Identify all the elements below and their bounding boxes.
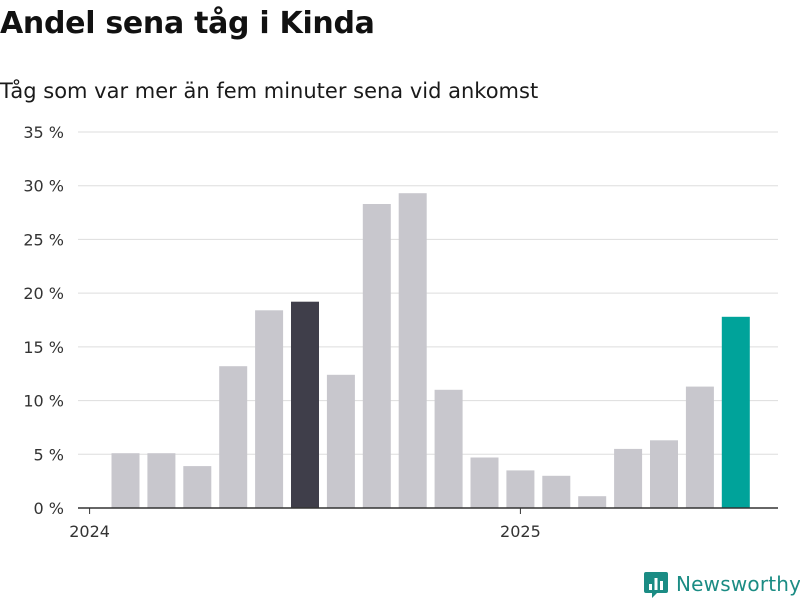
y-tick-label: 10 % xyxy=(23,392,64,411)
y-tick-label: 5 % xyxy=(34,445,64,464)
y-tick-label: 20 % xyxy=(23,284,64,303)
bar-chart-logo-icon xyxy=(644,572,668,598)
bar-latest[interactable]: 2025-07: 17.8 % xyxy=(721,316,750,508)
y-tick-label: 30 % xyxy=(23,177,64,196)
bar[interactable]: 2024-06: 18.4 % xyxy=(255,310,284,508)
y-tick-label: 35 % xyxy=(23,123,64,142)
newsworthy-logo[interactable]: Newsworthy xyxy=(644,569,800,599)
bar[interactable]: 2024-08: 12.4 % xyxy=(326,374,355,508)
y-tick-label: 15 % xyxy=(23,338,64,357)
bar[interactable]: 2024-10: 29.3 % xyxy=(398,193,427,508)
bar[interactable]: 2024-04: 3.9 % xyxy=(183,466,212,508)
y-tick-label: 25 % xyxy=(23,230,64,249)
bar[interactable]: 2024-09: 28.3 % xyxy=(362,204,391,508)
bar[interactable]: 2025-02: 3 % xyxy=(542,475,571,508)
x-axis: 2024 2025 xyxy=(69,507,778,541)
chart-subtitle: Tåg som var mer än fem minuter sena vid … xyxy=(0,79,539,103)
bar[interactable]: 2024-03: 5.1 % xyxy=(147,453,176,508)
x-tick-label: 2025 xyxy=(500,522,541,541)
x-tick-label: 2024 xyxy=(69,522,110,541)
bar[interactable]: 2025-01: 3.5 % xyxy=(506,470,535,508)
bar[interactable]: 2024-12: 4.7 % xyxy=(470,457,499,509)
bar-highlighted[interactable]: 2024-07: 19.2 % xyxy=(291,301,319,508)
bar[interactable]: 2025-04: 5.5 % xyxy=(614,448,643,508)
bar[interactable]: 2024-02: 5.1 % xyxy=(111,453,140,508)
brand-name: Newsworthy xyxy=(676,572,800,596)
bar[interactable]: 2025-05: 6.3 % xyxy=(650,440,678,508)
bar-chart: 0 % 5 % 10 % 15 % 20 % 25 % 30 % 35 % 2024-02: … xyxy=(23,123,778,541)
bar[interactable]: 2024-11: 11 % xyxy=(434,389,463,508)
y-axis-tick-labels: 0 % 5 % 10 % 15 % 20 % 25 % 30 % 35 % xyxy=(23,123,64,518)
bar[interactable]: 2025-03: 1.1 % xyxy=(578,496,607,508)
bar[interactable]: 2025-06: 11.3 % xyxy=(685,386,714,508)
bar[interactable]: 2024-05: 13.2 % xyxy=(219,366,248,508)
y-tick-label: 0 % xyxy=(34,499,64,518)
chart-title: Andel sena tåg i Kinda xyxy=(0,6,375,41)
grid-lines xyxy=(78,131,778,455)
bars: 2024-02: 5.1 %2024-03: 5.1 %2024-04: 3.9… xyxy=(111,193,750,509)
